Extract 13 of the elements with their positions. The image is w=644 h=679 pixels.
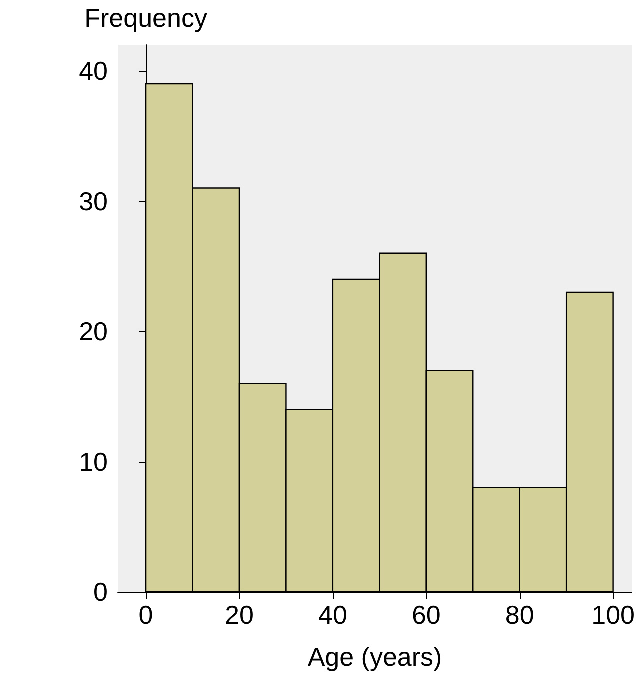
y-tick-label: 40 xyxy=(79,56,108,86)
x-tick-label: 60 xyxy=(412,600,441,630)
x-tick-label: 80 xyxy=(505,600,534,630)
y-axis-title: Frequency xyxy=(84,3,208,33)
y-tick-label: 20 xyxy=(79,316,108,347)
x-tick-label: 100 xyxy=(592,600,636,630)
x-tick-label: 40 xyxy=(318,600,348,630)
y-tick-label: 30 xyxy=(79,186,108,216)
x-axis-title: Age (years) xyxy=(308,642,442,672)
x-tick-label: 20 xyxy=(225,600,254,630)
x-tick-label: 0 xyxy=(138,600,154,630)
y-tick-label: 0 xyxy=(94,577,108,607)
y-tick-label: 10 xyxy=(79,446,108,477)
